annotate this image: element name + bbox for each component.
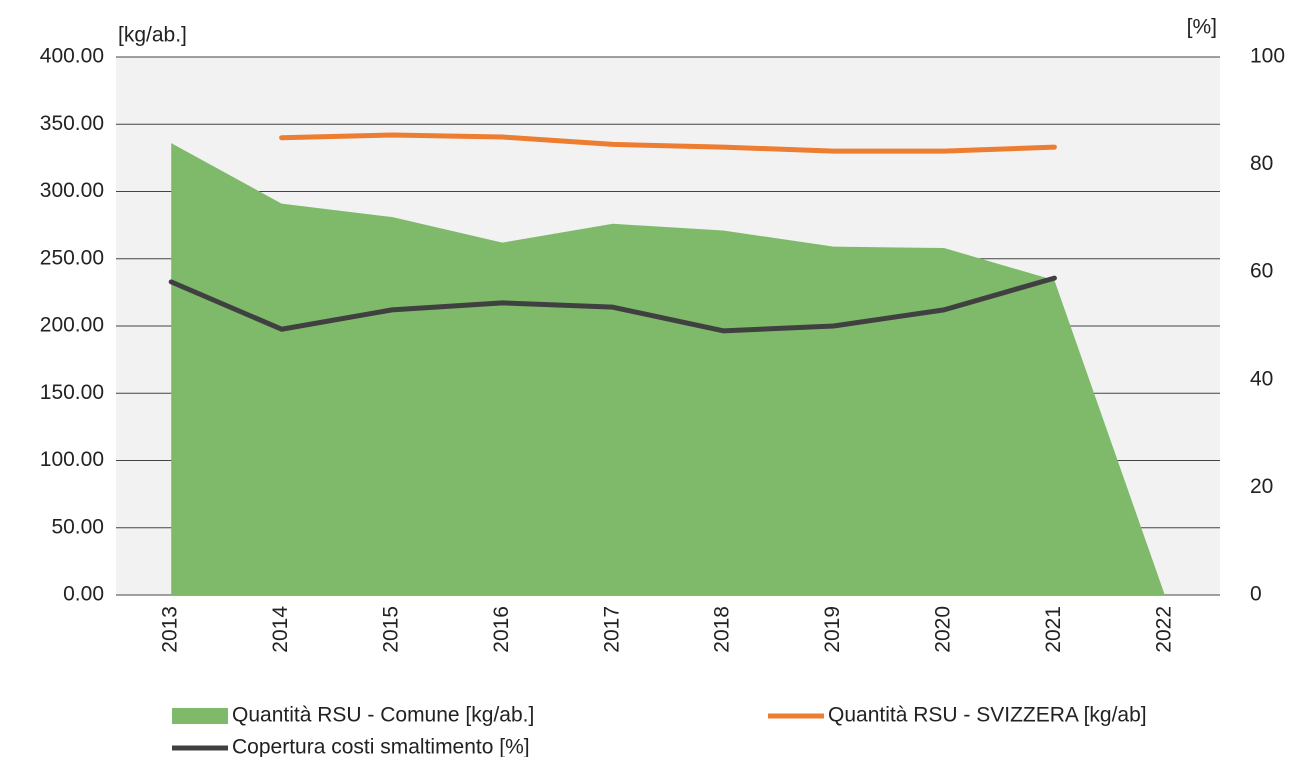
x-tick-label: 2015 bbox=[380, 606, 403, 653]
y-tick-label: 100.00 bbox=[40, 448, 104, 471]
legend-label: Quantità RSU - SVIZZERA [kg/ab] bbox=[828, 704, 1147, 727]
y-tick-label: 250.00 bbox=[40, 246, 104, 269]
x-tick-label: 2016 bbox=[490, 606, 513, 653]
y-tick-label: 300.00 bbox=[40, 179, 104, 202]
y2-tick-label: 100 bbox=[1250, 45, 1285, 68]
y-tick-label: 50.00 bbox=[51, 515, 104, 538]
y-axis-label: [kg/ab.] bbox=[118, 24, 187, 47]
x-tick-label: 2020 bbox=[932, 606, 955, 653]
y-tick-label: 350.00 bbox=[40, 112, 104, 135]
x-tick-label: 2022 bbox=[1152, 606, 1175, 653]
y2-axis-label: [%] bbox=[1187, 16, 1217, 39]
x-tick-label: 2018 bbox=[711, 606, 734, 653]
legend-swatch bbox=[172, 708, 228, 724]
y2-tick-label: 80 bbox=[1250, 152, 1273, 175]
y2-tick-label: 60 bbox=[1250, 260, 1273, 283]
x-tick-label: 2021 bbox=[1042, 606, 1065, 653]
x-tick-label: 2014 bbox=[269, 606, 292, 653]
y2-tick-label: 0 bbox=[1250, 583, 1262, 606]
line bbox=[168, 275, 1057, 334]
legend-label: Copertura costi smaltimento [%] bbox=[232, 736, 530, 757]
area bbox=[171, 143, 1165, 595]
line bbox=[279, 132, 1057, 154]
y-tick-label: 200.00 bbox=[40, 314, 104, 337]
y2-tick-label: 20 bbox=[1250, 475, 1273, 498]
y-tick-label: 150.00 bbox=[40, 381, 104, 404]
x-tick-label: 2017 bbox=[600, 606, 623, 653]
x-tick-label: 2013 bbox=[159, 606, 182, 653]
y2-tick-label: 40 bbox=[1250, 367, 1273, 390]
y-tick-label: 400.00 bbox=[40, 45, 104, 68]
x-tick-label: 2019 bbox=[821, 606, 844, 653]
y-tick-label: 0.00 bbox=[63, 583, 104, 606]
legend-label: Quantità RSU - Comune [kg/ab.] bbox=[232, 704, 534, 727]
